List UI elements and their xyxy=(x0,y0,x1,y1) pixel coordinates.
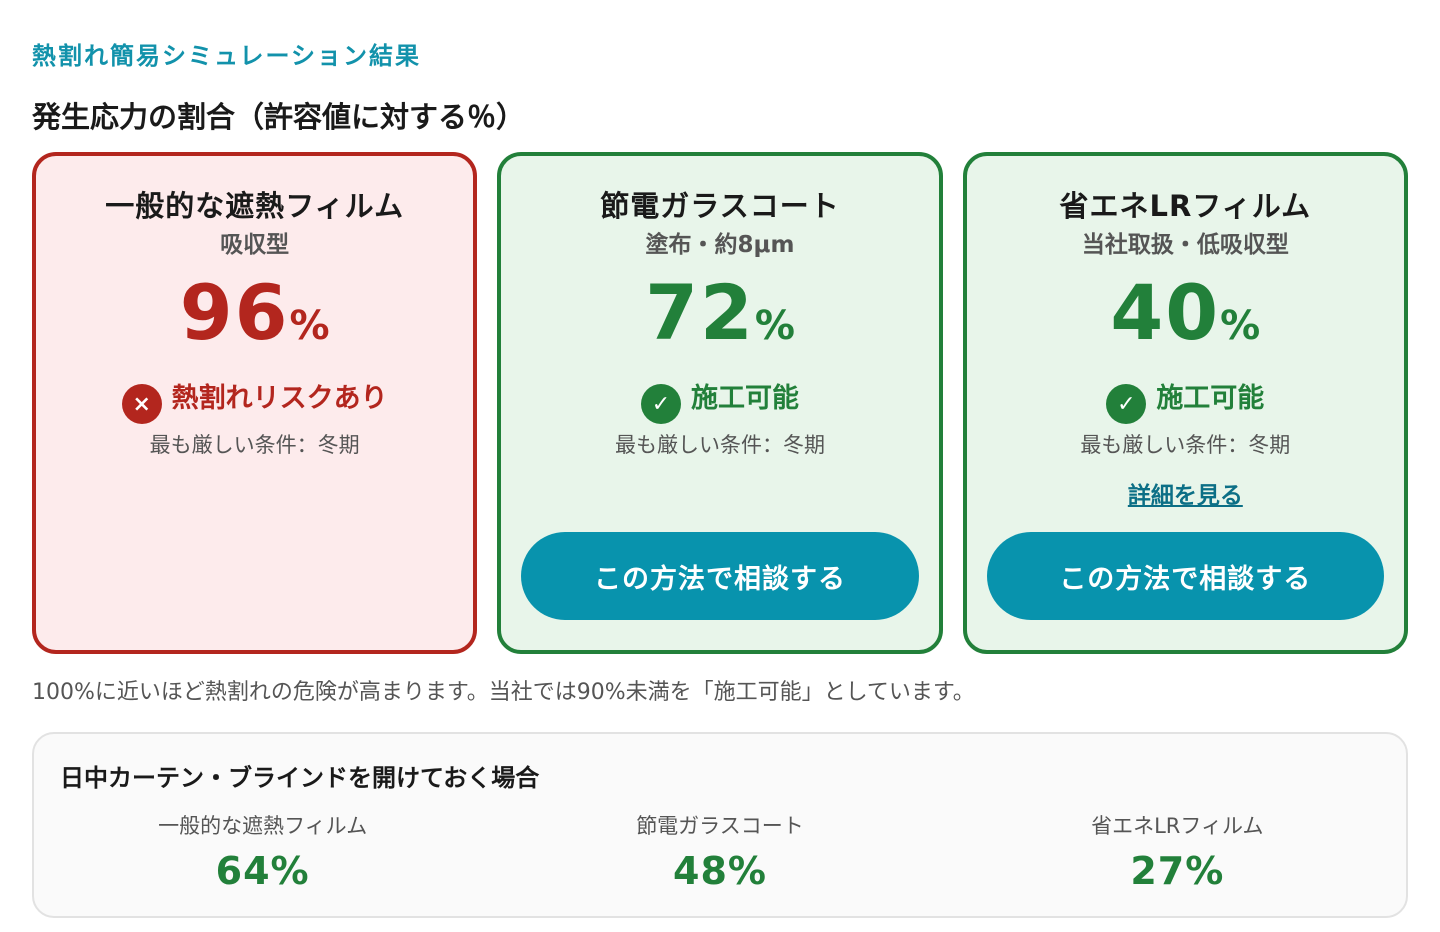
daytime-item-value: 48% xyxy=(673,849,767,893)
stress-ratio-number: 72 xyxy=(645,268,755,357)
daytime-item-value: 64% xyxy=(215,849,310,893)
result-card-lr-film: 省エネLRフィルム 当社取扱・低吸収型 40% ✓ 施工可能 最も厳しい条件：冬… xyxy=(962,152,1408,654)
consult-button-lr-film[interactable]: この方法で相談する xyxy=(986,532,1384,620)
daytime-item: 一般的な遮熱フィルム 64% xyxy=(34,812,491,894)
status-badge: ✓ 施工可能 xyxy=(501,376,938,424)
daytime-item-label: 節電ガラスコート xyxy=(636,814,804,838)
result-cards: 一般的な遮熱フィルム 吸収型 96% × 熱割れリスクあり 最も厳しい条件：冬期… xyxy=(32,152,1408,654)
card-subtitle: 当社取扱・低吸収型 xyxy=(1081,232,1289,258)
status-text: 熱割れリスクあり xyxy=(171,382,388,414)
card-title: 省エネLRフィルム xyxy=(1059,189,1312,223)
details-link[interactable]: 詳細を見る xyxy=(1127,483,1243,509)
daytime-item: 節電ガラスコート 48% xyxy=(491,812,948,894)
daytime-item: 省エネLRフィルム 27% xyxy=(949,812,1406,894)
card-subtitle: 吸収型 xyxy=(220,232,290,258)
x-circle-icon: × xyxy=(121,384,162,424)
result-card-glass-coat: 節電ガラスコート 塗布・約8μm 72% ✓ 施工可能 最も厳しい条件：冬期 こ… xyxy=(497,152,943,654)
stress-ratio-number: 40 xyxy=(1110,268,1221,357)
card-title: 節電ガラスコート xyxy=(600,189,840,223)
stress-ratio-value: 96% xyxy=(36,274,473,352)
section-title: 発生応力の割合（許容値に対する％） xyxy=(32,100,526,134)
percent-unit: % xyxy=(289,303,330,349)
stress-ratio-value: 40% xyxy=(967,274,1404,352)
stress-ratio-number: 96 xyxy=(179,268,290,357)
worst-condition: 最も厳しい条件：冬期 xyxy=(149,433,360,457)
page-eyebrow: 熱割れ簡易シミュレーション結果 xyxy=(32,42,422,70)
daytime-panel: 日中カーテン・ブラインドを開けておく場合 一般的な遮熱フィルム 64% 節電ガラ… xyxy=(32,732,1408,918)
status-badge: ✓ 施工可能 xyxy=(967,376,1404,424)
threshold-note: 100%に近いほど熱割れの危険が高まります。当社では90%未満を「施工可能」とし… xyxy=(32,680,975,705)
check-circle-icon: ✓ xyxy=(640,384,681,424)
worst-condition: 最も厳しい条件：冬期 xyxy=(1080,433,1291,457)
worst-condition: 最も厳しい条件：冬期 xyxy=(614,433,825,457)
check-circle-icon: ✓ xyxy=(1106,384,1147,424)
stress-ratio-value: 72% xyxy=(501,274,938,352)
card-subtitle: 塗布・約8μm xyxy=(645,232,795,258)
result-card-standard-film: 一般的な遮熱フィルム 吸収型 96% × 熱割れリスクあり 最も厳しい条件：冬期 xyxy=(32,152,478,654)
percent-unit: % xyxy=(1220,303,1261,349)
daytime-item-label: 一般的な遮熱フィルム xyxy=(158,814,368,838)
daytime-title: 日中カーテン・ブラインドを開けておく場合 xyxy=(60,764,540,792)
status-text: 施工可能 xyxy=(1156,382,1265,414)
percent-unit: % xyxy=(754,303,795,349)
consult-button-glass-coat[interactable]: この方法で相談する xyxy=(521,532,919,620)
card-title: 一般的な遮熱フィルム xyxy=(105,189,405,223)
daytime-item-label: 省エネLRフィルム xyxy=(1091,814,1264,838)
status-text: 施工可能 xyxy=(690,382,799,414)
daytime-item-value: 27% xyxy=(1130,849,1225,893)
status-badge: × 熱割れリスクあり xyxy=(36,376,473,424)
